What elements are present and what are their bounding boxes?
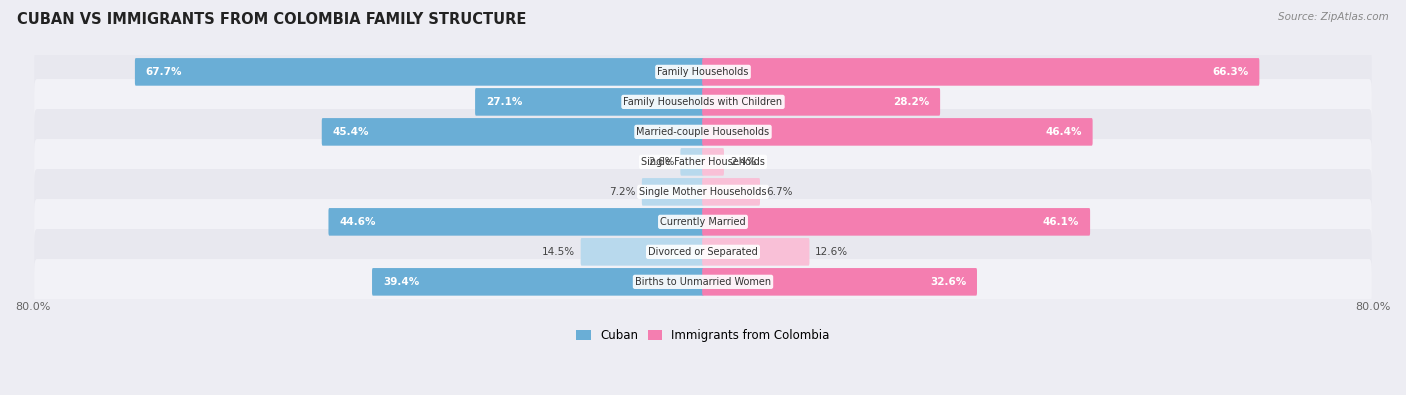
Text: 14.5%: 14.5% [541, 247, 575, 257]
Text: 2.6%: 2.6% [648, 157, 675, 167]
FancyBboxPatch shape [702, 208, 1090, 236]
FancyBboxPatch shape [34, 169, 1372, 214]
Text: 66.3%: 66.3% [1212, 67, 1249, 77]
FancyBboxPatch shape [34, 49, 1372, 95]
FancyBboxPatch shape [34, 229, 1372, 275]
FancyBboxPatch shape [702, 88, 941, 116]
FancyBboxPatch shape [135, 58, 704, 86]
FancyBboxPatch shape [702, 118, 1092, 146]
FancyBboxPatch shape [373, 268, 704, 295]
FancyBboxPatch shape [702, 268, 977, 295]
FancyBboxPatch shape [34, 79, 1372, 125]
FancyBboxPatch shape [681, 148, 704, 176]
Text: Currently Married: Currently Married [661, 217, 745, 227]
FancyBboxPatch shape [329, 208, 704, 236]
Text: 46.1%: 46.1% [1043, 217, 1080, 227]
Text: Single Father Households: Single Father Households [641, 157, 765, 167]
FancyBboxPatch shape [641, 178, 704, 206]
Text: Births to Unmarried Women: Births to Unmarried Women [636, 277, 770, 287]
Text: 46.4%: 46.4% [1045, 127, 1081, 137]
Text: Family Households with Children: Family Households with Children [623, 97, 783, 107]
Text: 45.4%: 45.4% [333, 127, 370, 137]
FancyBboxPatch shape [34, 259, 1372, 305]
Text: CUBAN VS IMMIGRANTS FROM COLOMBIA FAMILY STRUCTURE: CUBAN VS IMMIGRANTS FROM COLOMBIA FAMILY… [17, 12, 526, 27]
FancyBboxPatch shape [34, 139, 1372, 185]
Text: Married-couple Households: Married-couple Households [637, 127, 769, 137]
Legend: Cuban, Immigrants from Colombia: Cuban, Immigrants from Colombia [572, 325, 834, 347]
FancyBboxPatch shape [475, 88, 704, 116]
Text: 2.4%: 2.4% [730, 157, 756, 167]
FancyBboxPatch shape [34, 109, 1372, 155]
FancyBboxPatch shape [702, 178, 761, 206]
Text: 44.6%: 44.6% [339, 217, 375, 227]
Text: Single Mother Households: Single Mother Households [640, 187, 766, 197]
Text: 39.4%: 39.4% [382, 277, 419, 287]
Text: 67.7%: 67.7% [146, 67, 183, 77]
FancyBboxPatch shape [702, 148, 724, 176]
Text: 7.2%: 7.2% [609, 187, 636, 197]
FancyBboxPatch shape [702, 58, 1260, 86]
Text: 12.6%: 12.6% [815, 247, 848, 257]
FancyBboxPatch shape [322, 118, 704, 146]
Text: 28.2%: 28.2% [893, 97, 929, 107]
FancyBboxPatch shape [702, 238, 810, 266]
Text: 32.6%: 32.6% [929, 277, 966, 287]
FancyBboxPatch shape [34, 199, 1372, 245]
Text: Divorced or Separated: Divorced or Separated [648, 247, 758, 257]
Text: Source: ZipAtlas.com: Source: ZipAtlas.com [1278, 12, 1389, 22]
Text: Family Households: Family Households [658, 67, 748, 77]
Text: 6.7%: 6.7% [766, 187, 793, 197]
Text: 27.1%: 27.1% [486, 97, 523, 107]
FancyBboxPatch shape [581, 238, 704, 266]
